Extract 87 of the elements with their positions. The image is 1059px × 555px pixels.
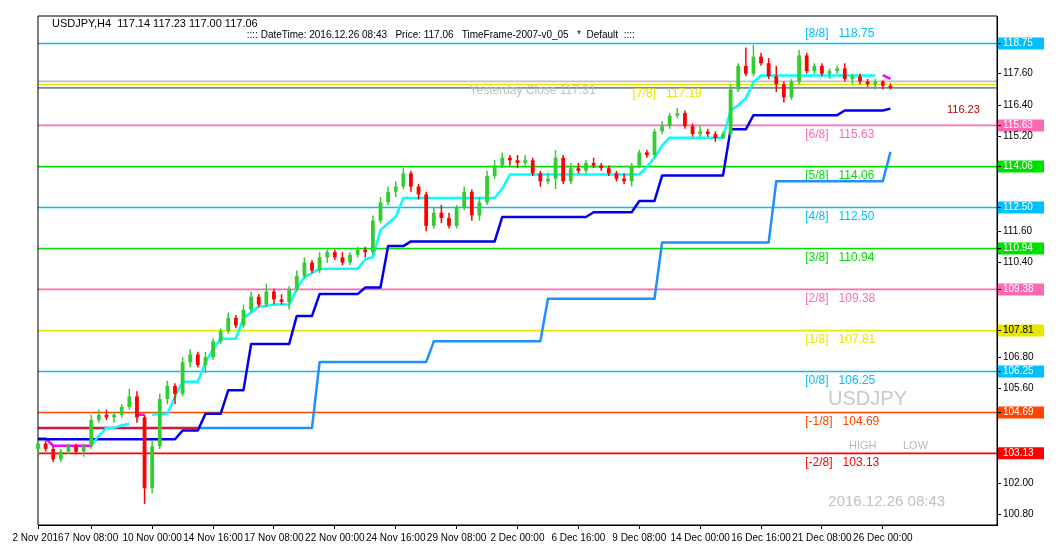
y-tick-label: 106.25 <box>1003 365 1035 377</box>
y-tick-label: 115.20 <box>1003 130 1034 142</box>
ref-line-label: [6/8] 115.63 <box>805 126 875 141</box>
x-tick-label: 26 Dec 00:00 <box>853 531 914 543</box>
y-tick-label: 115.63 <box>1003 119 1034 131</box>
y-tick-label: 111.60 <box>1003 224 1033 236</box>
candlestick <box>454 204 459 230</box>
annotation: LOW <box>902 439 929 452</box>
candlestick <box>561 154 566 185</box>
candlestick <box>135 390 139 424</box>
x-tick-label: 29 Nov 08:00 <box>426 531 487 543</box>
y-tick-label: 110.40 <box>1003 256 1034 268</box>
y-tick-label: 118.75 <box>1003 37 1034 49</box>
candlestick <box>226 311 231 335</box>
y-tick-label: 104.69 <box>1003 406 1035 418</box>
x-tick-label: 2 Nov 2016 <box>12 531 65 543</box>
candlestick <box>683 109 687 130</box>
candlestick <box>173 382 177 406</box>
x-tick-label: 2 Dec 00:00 <box>490 531 545 543</box>
ref-line-label: [2/8] 109.38 <box>805 290 876 305</box>
candlestick <box>127 387 132 411</box>
candlestick <box>530 156 535 177</box>
ref-line-label: [4/8] 112.50 <box>805 208 875 223</box>
candlestick <box>264 282 269 308</box>
text: :::: DateTime: 2016.12.26 08:43 Price: 117.06 TimeFrame-2007-v0_05 * Default :::: <box>246 28 635 40</box>
candlestick <box>523 154 528 167</box>
candlestick <box>804 51 809 75</box>
candlestick <box>287 285 292 311</box>
x-tick-label: 6 Dec 16:00 <box>551 531 606 543</box>
candlestick <box>294 269 299 293</box>
candlestick <box>774 65 779 93</box>
y-tick-label: 114.06 <box>1003 160 1034 172</box>
candlestick <box>842 62 847 83</box>
y-tick-label: 112.50 <box>1003 201 1034 213</box>
x-tick-label: 24 Nov 16:00 <box>365 531 426 543</box>
x-tick-label: 10 Nov 00:00 <box>122 531 183 543</box>
x-tick-label: 14 Dec 00:00 <box>670 531 731 543</box>
ref-line-label: [-2/8] 103.13 <box>805 454 880 469</box>
candlestick <box>469 188 474 222</box>
ref-line-label: [-1/8] 104.69 <box>805 413 880 428</box>
y-tick-label: 103.13 <box>1003 447 1035 459</box>
candlestick <box>637 149 642 169</box>
candlestick <box>302 256 307 280</box>
candlestick <box>165 379 170 406</box>
ref-line-label: [0/8] 106.25 <box>805 372 876 387</box>
candlestick <box>401 167 406 190</box>
x-tick-label: 22 Nov 00:00 <box>305 531 366 543</box>
candlestick <box>492 159 497 180</box>
y-tick-label: 105.60 <box>1003 382 1035 394</box>
x-tick-label: 21 Dec 08:00 <box>792 531 853 543</box>
candlestick <box>743 46 748 78</box>
candlestick <box>781 80 786 104</box>
y-tick-label: 100.80 <box>1003 508 1035 520</box>
candlestick <box>462 185 467 211</box>
chart-title: USDJPY,H4 117.14 117.23 117.00 117.06 <box>52 17 258 30</box>
candlestick <box>736 62 741 93</box>
x-tick-label: 17 Nov 08:00 <box>244 531 305 543</box>
candlestick <box>211 337 215 361</box>
candlestick <box>629 162 634 188</box>
candlestick <box>409 170 413 193</box>
ref-line-label: [8/8] 118.75 <box>805 25 875 40</box>
annotation: 2016.12.26 08:43 <box>828 492 946 510</box>
y-tick-label: 102.00 <box>1003 476 1035 488</box>
x-tick-label: 16 Dec 16:00 <box>731 531 792 543</box>
x-tick-label: 14 Nov 16:00 <box>183 531 244 543</box>
candlestick <box>317 251 322 274</box>
y-tick-label: 116.40 <box>1003 98 1034 110</box>
x-tick-label: 9 Dec 08:00 <box>612 531 667 543</box>
candlestick <box>431 206 436 230</box>
y-tick-label: 110.94 <box>1003 242 1034 254</box>
candlestick <box>386 185 391 206</box>
ref-line-label: [1/8] 107.81 <box>805 331 876 346</box>
candlestick <box>766 57 771 80</box>
candlestick <box>249 290 254 314</box>
annotation: HIGH <box>848 439 877 452</box>
candlestick <box>188 348 193 369</box>
ref-line-label: [7/8] 117.19 <box>632 85 703 100</box>
y-tick-label: 109.38 <box>1003 283 1035 295</box>
y-tick-label: 107.81 <box>1003 324 1035 336</box>
annotation: 116.23 <box>947 102 980 115</box>
candlestick <box>439 204 444 225</box>
y-tick-label: 106.80 <box>1003 350 1035 362</box>
y-tick-label: 117.60 <box>1003 67 1034 79</box>
candlestick <box>568 162 573 185</box>
ref-line-label: [3/8] 110.94 <box>805 249 875 264</box>
candlestick <box>698 125 703 138</box>
x-tick-label: 7 Nov 08:00 <box>64 531 119 543</box>
